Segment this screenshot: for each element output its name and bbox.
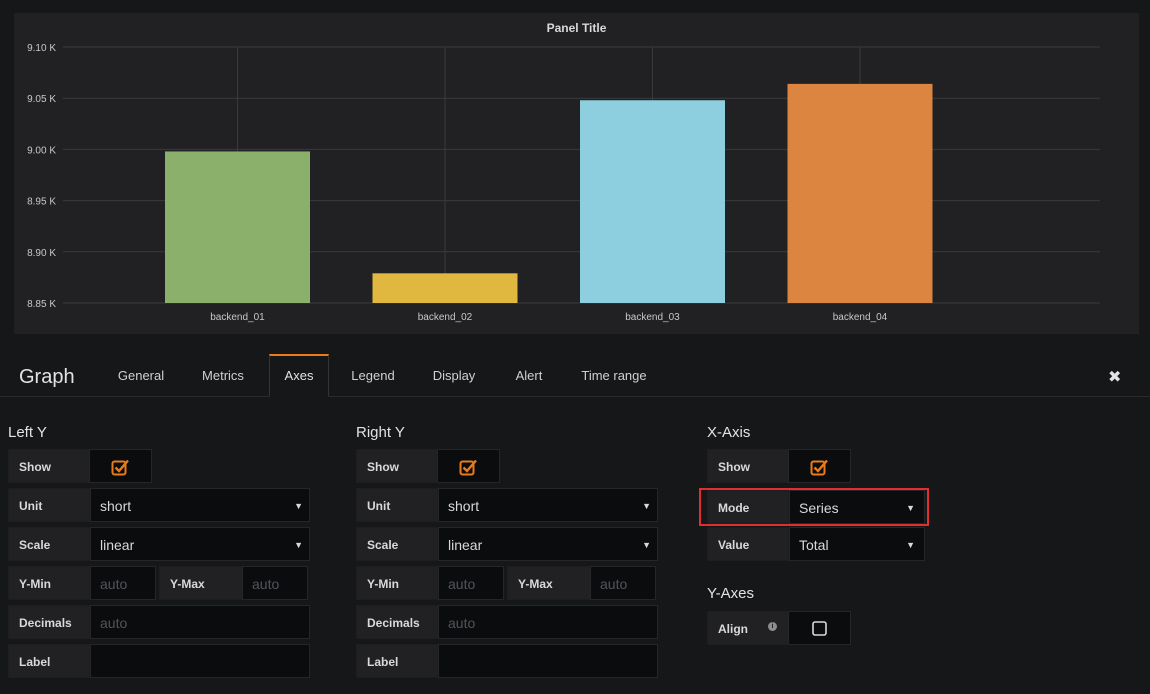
y-tick-label: 8.95 K: [27, 197, 56, 208]
left-y-ymax-label: Y-Max: [159, 566, 243, 600]
left-y-scale-label: Scale: [8, 527, 90, 561]
y-tick-label: 9.00 K: [27, 145, 56, 156]
right-y-label-label: Label: [356, 644, 438, 678]
tab-alert[interactable]: Alert: [515, 368, 543, 383]
left-y-unit-select[interactable]: short ▼: [90, 488, 310, 522]
x-axis-value-label: Value: [707, 527, 789, 561]
left-y-ymin-label: Y-Min: [8, 566, 90, 600]
x-tick-label: backend_01: [210, 312, 265, 323]
y-tick-label: 8.90 K: [27, 248, 56, 259]
editor-header: Graph General Metrics Axes Legend Displa…: [0, 354, 1150, 397]
x-axis-value-value: Total: [799, 537, 829, 553]
bar-backend_03: [580, 100, 725, 303]
left-y-unit-label: Unit: [8, 488, 90, 522]
x-axis-show-checkbox[interactable]: [788, 449, 851, 483]
checkbox-checked-icon: [459, 459, 477, 476]
caret-down-icon: ▼: [294, 501, 303, 511]
y-tick-label: 9.05 K: [27, 94, 56, 105]
right-y-ymin-input[interactable]: auto: [438, 566, 504, 600]
left-y-unit-value: short: [100, 498, 132, 514]
tab-general[interactable]: General: [117, 368, 165, 383]
caret-down-icon: ▼: [294, 540, 303, 550]
close-icon[interactable]: ✖: [1108, 369, 1122, 386]
right-y-unit-label: Unit: [356, 488, 438, 522]
left-y-title: Left Y: [8, 424, 47, 441]
left-y-label-input[interactable]: [90, 644, 310, 678]
right-y-unit-select[interactable]: short ▼: [438, 488, 658, 522]
x-axis-show-label: Show: [707, 449, 789, 483]
left-y-show-checkbox[interactable]: [89, 449, 152, 483]
right-y-show-label: Show: [356, 449, 438, 483]
y-axes-align-checkbox[interactable]: [788, 611, 851, 645]
left-y-decimals-label: Decimals: [8, 605, 90, 639]
panel-title[interactable]: Panel Title: [546, 21, 607, 35]
x-tick-label: backend_03: [625, 312, 680, 323]
y-tick-label: 9.10 K: [27, 43, 56, 54]
y-axes-title: Y-Axes: [707, 585, 754, 602]
right-y-scale-value: linear: [448, 537, 483, 553]
right-y-scale-select[interactable]: linear ▼: [438, 527, 658, 561]
x-tick-label: backend_02: [418, 312, 473, 323]
right-y-unit-value: short: [448, 498, 480, 514]
right-y-show-checkbox[interactable]: [437, 449, 500, 483]
left-y-ymin-input[interactable]: auto: [90, 566, 156, 600]
left-y-label-label: Label: [8, 644, 90, 678]
caret-down-icon: ▼: [906, 540, 915, 550]
left-y-decimals-input[interactable]: auto: [90, 605, 310, 639]
bar-backend_02: [372, 273, 518, 303]
x-axis-value-select[interactable]: Total ▼: [789, 527, 925, 561]
checkbox-checked-icon: [111, 459, 129, 476]
caret-down-icon: ▼: [906, 503, 915, 513]
checkbox-checked-icon: [810, 459, 828, 476]
tab-axes[interactable]: Axes: [269, 354, 329, 397]
mode-highlight-box: [699, 488, 929, 526]
tab-metrics[interactable]: Metrics: [202, 368, 244, 383]
bar-backend_04: [787, 83, 933, 303]
y-tick-label: 8.85 K: [27, 299, 56, 310]
right-y-ymin-label: Y-Min: [356, 566, 438, 600]
left-y-ymax-input[interactable]: auto: [242, 566, 308, 600]
right-y-ymax-input[interactable]: auto: [590, 566, 656, 600]
caret-down-icon: ▼: [642, 540, 651, 550]
x-axis-mode-label: Mode: [707, 490, 789, 524]
right-y-ymax-label: Y-Max: [507, 566, 591, 600]
tab-display[interactable]: Display: [432, 368, 476, 383]
info-icon[interactable]: i: [768, 622, 777, 631]
right-y-scale-label: Scale: [356, 527, 438, 561]
left-y-show-label: Show: [8, 449, 90, 483]
right-y-decimals-input[interactable]: auto: [438, 605, 658, 639]
checkbox-unchecked-icon: [812, 621, 827, 636]
right-y-title: Right Y: [356, 424, 405, 441]
graph-panel: Panel Title 9.10 K 9.05 K 9.00 K 8.95 K 8.90…: [14, 13, 1139, 334]
bar-chart: 9.10 K 9.05 K 9.00 K 8.95 K 8.90 K 8.85 K back…: [27, 43, 1100, 323]
tab-legend[interactable]: Legend: [351, 368, 395, 383]
x-axis-mode-value: Series: [799, 500, 839, 516]
bar-backend_01: [165, 151, 310, 303]
caret-down-icon: ▼: [642, 501, 651, 511]
tab-time-range[interactable]: Time range: [581, 368, 647, 383]
x-axis-mode-select[interactable]: Series ▼: [789, 490, 925, 524]
x-tick-label: backend_04: [833, 312, 888, 323]
editor-title: Graph: [19, 366, 75, 388]
right-y-decimals-label: Decimals: [356, 605, 438, 639]
right-y-label-input[interactable]: [438, 644, 658, 678]
left-y-scale-select[interactable]: linear ▼: [90, 527, 310, 561]
left-y-scale-value: linear: [100, 537, 135, 553]
x-axis-title: X-Axis: [707, 424, 751, 441]
